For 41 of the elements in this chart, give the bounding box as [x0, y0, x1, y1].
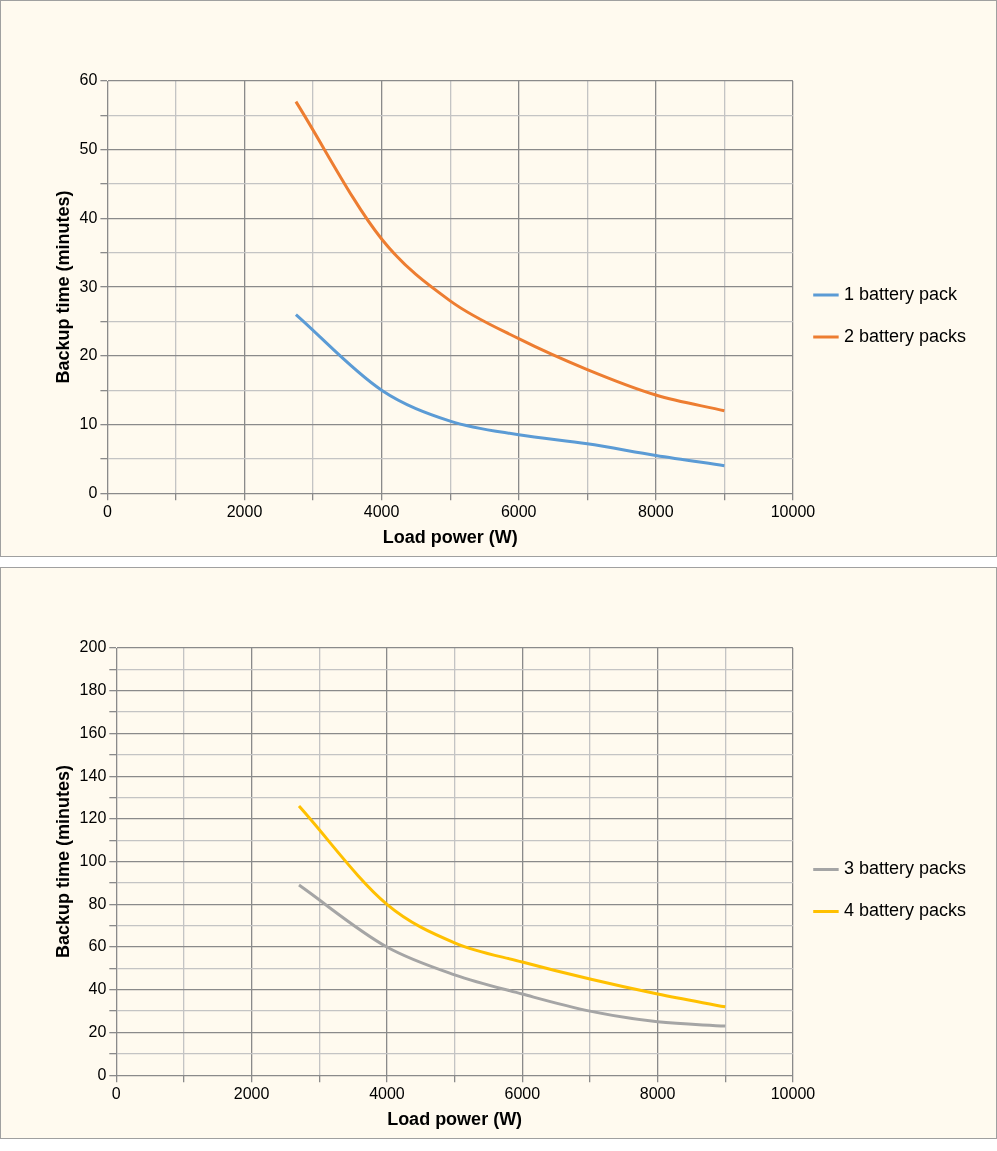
y-tick-label: 10 — [79, 414, 98, 432]
y-tick-label: 30 — [79, 277, 98, 295]
legend-label: 1 battery pack — [843, 283, 958, 304]
x-tick-label: 2000 — [226, 503, 263, 521]
y-tick-label: 200 — [79, 638, 107, 656]
x-axis-title: Load power (W) — [387, 1109, 523, 1130]
x-axis-title: Load power (W) — [382, 527, 518, 548]
y-tick-label: 180 — [79, 681, 107, 699]
x-tick-label: 10000 — [770, 503, 816, 521]
y-tick-label: 40 — [88, 980, 107, 998]
y-tick-label: 0 — [97, 1065, 107, 1083]
y-axis-title: Backup time (minutes) — [52, 765, 73, 959]
x-tick-label: 6000 — [500, 503, 537, 521]
x-tick-label: 0 — [111, 1085, 121, 1103]
y-tick-label: 40 — [79, 208, 98, 226]
y-tick-label: 60 — [79, 71, 98, 89]
x-tick-label: 6000 — [504, 1085, 541, 1103]
y-tick-label: 160 — [79, 723, 107, 741]
line-series — [294, 313, 726, 468]
x-tick-label: 10000 — [770, 1085, 816, 1103]
y-tick-label: 100 — [79, 852, 107, 870]
y-tick-label: 140 — [79, 766, 107, 784]
x-tick-label: 4000 — [369, 1085, 405, 1103]
y-tick-label: 50 — [79, 140, 98, 158]
x-tick-label: 8000 — [639, 1085, 676, 1103]
y-tick-label: 80 — [88, 894, 107, 912]
line-series — [297, 804, 727, 1009]
y-tick-label: 20 — [88, 1022, 107, 1040]
y-tick-label: 60 — [88, 937, 107, 955]
line-series — [297, 883, 727, 1028]
y-axis-title: Backup time (minutes) — [52, 190, 73, 384]
legend-label: 4 battery packs — [843, 900, 966, 921]
line-series — [294, 100, 726, 413]
y-tick-label: 120 — [79, 809, 107, 827]
legend-label: 3 battery packs — [843, 858, 966, 879]
y-tick-label: 20 — [79, 346, 98, 364]
x-tick-label: 4000 — [363, 503, 400, 521]
x-tick-label: 2000 — [233, 1085, 270, 1103]
x-tick-label: 8000 — [638, 503, 674, 521]
y-tick-label: 0 — [88, 483, 98, 501]
legend-label: 2 battery packs — [843, 325, 966, 346]
